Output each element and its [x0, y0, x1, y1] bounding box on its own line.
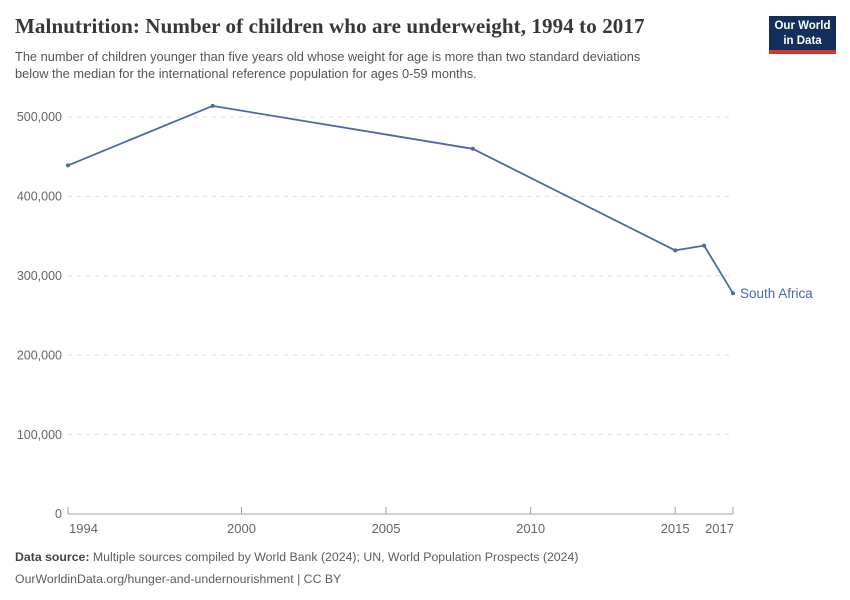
x-tick-label-2000: 2000	[227, 521, 256, 536]
owid-logo-line2: in Data	[783, 34, 822, 47]
page-title: Malnutrition: Number of children who are…	[15, 14, 645, 38]
page-subtitle: The number of children younger than five…	[15, 49, 775, 83]
x-tick-label-2010: 2010	[516, 521, 545, 536]
data-point-2017[interactable]	[731, 291, 735, 296]
data-point-1994[interactable]	[66, 163, 70, 168]
y-tick-label-0: 0	[55, 507, 62, 521]
x-tick-label-2005: 2005	[372, 521, 401, 536]
y-tick-label-500000: 500,000	[17, 110, 62, 124]
data-source-line: Data source: Multiple sources compiled b…	[15, 547, 835, 569]
y-tick-label-200000: 200,000	[17, 348, 62, 362]
data-source-text: Multiple sources compiled by World Bank …	[89, 550, 579, 564]
data-point-2015[interactable]	[673, 248, 678, 253]
series-end-label-south-africa[interactable]: South Africa	[740, 286, 813, 301]
y-tick-label-100000: 100,000	[17, 428, 62, 442]
x-tick-label-2017: 2017	[705, 521, 734, 536]
data-source-label: Data source:	[15, 550, 90, 564]
owid-logo[interactable]: Our World in Data	[769, 16, 836, 55]
subtitle-line-2: below the median for the international r…	[15, 65, 477, 81]
owid-logo-line1: Our World	[774, 20, 831, 32]
footer-url-line[interactable]: OurWorldinData.org/hunger-and-undernouri…	[15, 571, 342, 586]
x-tick-label-1994: 1994	[69, 521, 98, 536]
data-point-1999[interactable]	[210, 103, 215, 108]
data-point-2008[interactable]	[470, 146, 475, 151]
data-point-2016[interactable]	[702, 243, 707, 248]
y-tick-label-400000: 400,000	[17, 190, 62, 204]
y-tick-label-300000: 300,000	[17, 269, 62, 283]
subtitle-line-1: The number of children younger than five…	[15, 49, 641, 64]
x-tick-label-2015: 2015	[661, 521, 690, 536]
chart-footer: Data source: Multiple sources compiled b…	[15, 547, 835, 590]
series-line-south-africa[interactable]	[67, 105, 734, 295]
